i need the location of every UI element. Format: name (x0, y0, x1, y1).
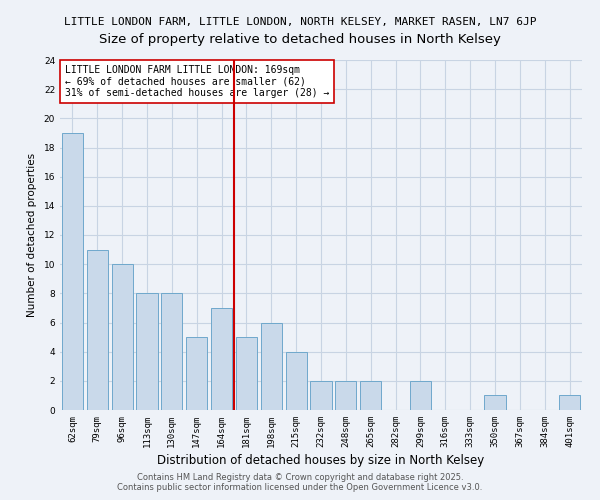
Bar (410, 381, 431, 410)
Bar (136, 294, 158, 410)
Bar (161, 294, 182, 410)
Bar (236, 337, 257, 410)
Text: Contains HM Land Registry data © Crown copyright and database right 2025.
Contai: Contains HM Land Registry data © Crown c… (118, 473, 482, 492)
Bar (112, 264, 133, 410)
Y-axis label: Number of detached properties: Number of detached properties (26, 153, 37, 317)
Text: LITTLE LONDON FARM, LITTLE LONDON, NORTH KELSEY, MARKET RASEN, LN7 6JP: LITTLE LONDON FARM, LITTLE LONDON, NORTH… (64, 18, 536, 28)
Bar (261, 322, 282, 410)
X-axis label: Distribution of detached houses by size in North Kelsey: Distribution of detached houses by size … (157, 454, 485, 467)
Bar (87, 250, 108, 410)
Bar (186, 337, 207, 410)
Text: LITTLE LONDON FARM LITTLE LONDON: 169sqm
← 69% of detached houses are smaller (6: LITTLE LONDON FARM LITTLE LONDON: 169sqm… (65, 66, 329, 98)
Bar (310, 381, 332, 410)
Text: Size of property relative to detached houses in North Kelsey: Size of property relative to detached ho… (99, 32, 501, 46)
Bar (360, 381, 381, 410)
Bar (484, 396, 506, 410)
Bar (335, 381, 356, 410)
Bar (62, 133, 83, 410)
Bar (559, 396, 580, 410)
Bar (286, 352, 307, 410)
Bar (211, 308, 232, 410)
